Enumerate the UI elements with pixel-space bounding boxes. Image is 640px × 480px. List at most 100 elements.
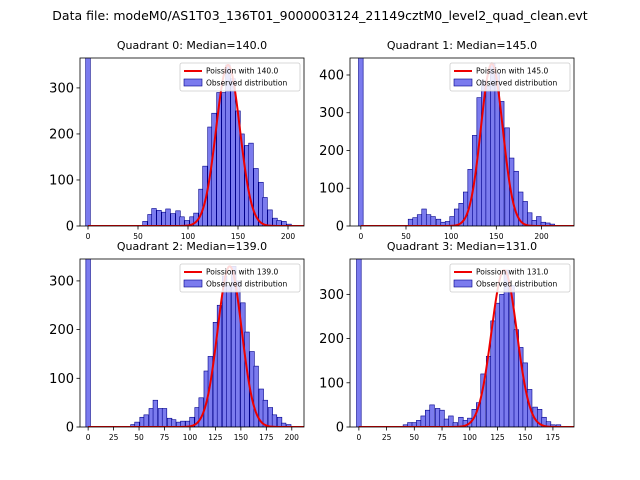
y-tick-label: 300 (49, 274, 74, 289)
x-tick-label: 175 (259, 433, 274, 442)
axes-frame (79, 57, 305, 227)
y-tick-label: 0 (66, 220, 74, 235)
x-tick-label: 150 (231, 232, 246, 241)
histogram-bar (420, 415, 426, 427)
legend-bars-label: Observed distribution (206, 280, 287, 289)
quadrant-3-title: Quadrant 3: Median=131.0 (387, 240, 537, 253)
histogram-bar (156, 210, 162, 226)
histogram-bar (425, 214, 432, 226)
legend: Poission with 131.0 Observed distribution (449, 263, 571, 293)
legend-curve-label: Poission with 140.0 (206, 67, 279, 76)
x-tick-label: 100 (463, 433, 478, 442)
histogram-bar (142, 221, 148, 226)
histogram-bar (262, 197, 268, 226)
histogram-bar (151, 208, 157, 226)
y-tick-label: 100 (319, 376, 344, 391)
y-tick-label: 200 (319, 144, 344, 159)
x-tick-label: 0 (358, 232, 363, 241)
histogram-bar (439, 409, 445, 427)
legend-curve-label: Poission with 139.0 (206, 268, 279, 277)
y-tick-label: 0 (336, 421, 344, 436)
x-tick-label: 150 (234, 433, 249, 442)
axes-frame (79, 258, 305, 428)
figure-title: Data file: modeM0/AS1T03_136T01_90000031… (52, 8, 587, 23)
histogram-bar (485, 86, 491, 226)
legend-curve-label: Poission with 131.0 (476, 268, 549, 277)
histogram-bar (494, 302, 501, 427)
histogram-bar (143, 414, 149, 427)
histogram-bar (452, 422, 458, 427)
poisson-curve (88, 63, 304, 226)
histogram-bar (499, 294, 505, 427)
legend-bars-swatch (183, 279, 203, 288)
x-tick-label: 75 (160, 433, 170, 442)
x-tick-label: 100 (181, 232, 196, 241)
y-tick-label: 300 (49, 81, 74, 96)
x-tick-label: 25 (109, 433, 119, 442)
y-tick-label: 300 (319, 106, 344, 121)
legend-box (449, 263, 571, 293)
histogram-bar (522, 201, 528, 226)
histogram-bar (184, 220, 190, 226)
histogram-bar (416, 214, 423, 226)
x-tick-label: 50 (410, 433, 420, 442)
quadrant-0-title: Quadrant 0: Median=140.0 (117, 39, 267, 52)
quadrant-2-title: Quadrant 2: Median=139.0 (117, 240, 267, 253)
quadrant-1-title: Quadrant 1: Median=145.0 (387, 39, 537, 52)
histogram-bar (271, 414, 278, 427)
histogram-bar (180, 420, 186, 427)
axes-frame (349, 57, 575, 227)
histogram-bar (171, 419, 177, 427)
x-tick-label: 200 (534, 232, 549, 241)
legend-box (179, 62, 301, 92)
histogram-bar (276, 220, 282, 226)
y-tick-label: 300 (319, 288, 344, 303)
x-tick-label: 50 (401, 232, 411, 241)
y-tick-label: 100 (319, 182, 344, 197)
histogram-bar (248, 142, 254, 226)
histogram-bar (85, 58, 91, 226)
legend-bars-swatch (453, 279, 473, 288)
x-tick-label: 150 (518, 433, 533, 442)
quadrant-1-plot-area (358, 58, 574, 226)
x-tick-label: 200 (281, 232, 296, 241)
y-tick-label: 200 (49, 323, 74, 338)
x-tick-label: 125 (490, 433, 505, 442)
quadrant-1-panel: Quadrant 1: Median=145.0 0 100 200 300 400 0 50… (319, 39, 575, 241)
poisson-curve (88, 265, 304, 427)
histogram-bar (435, 218, 442, 226)
y-tick-label: 200 (319, 332, 344, 347)
x-tick-label: 0 (356, 433, 361, 442)
quadrant-2-panel: Quadrant 2: Median=139.0 0 100 200 300 0 25 50 7… (49, 240, 305, 442)
histogram-bar (421, 208, 427, 226)
x-tick-label: 100 (444, 232, 459, 241)
x-tick-label: 100 (183, 433, 198, 442)
x-tick-label: 25 (382, 433, 392, 442)
x-tick-label: 150 (489, 232, 504, 241)
histogram-bar (448, 415, 454, 427)
quadrant-3-plot-area (356, 259, 574, 427)
legend-bars-label: Observed distribution (206, 79, 287, 88)
legend-box (449, 62, 571, 92)
histogram-bar (281, 221, 287, 226)
y-tick-label: 0 (66, 421, 74, 436)
y-tick-label: 0 (336, 220, 344, 235)
y-tick-label: 200 (49, 127, 74, 142)
x-tick-label: 0 (86, 232, 91, 241)
y-tick-label: 100 (49, 372, 74, 387)
histogram-bar (434, 408, 441, 427)
quadrant-0-plot-area (85, 58, 304, 226)
legend-bars-label: Observed distribution (476, 79, 557, 88)
legend: Poission with 139.0 Observed distribution (179, 263, 301, 293)
histogram-bar (253, 168, 259, 226)
histogram-bar (152, 399, 158, 427)
x-tick-label: 200 (285, 433, 300, 442)
legend-bars-label: Observed distribution (476, 280, 557, 289)
histogram-bar (358, 58, 364, 226)
histogram-bar (226, 285, 232, 427)
poisson-curve (358, 269, 574, 427)
legend-bars-swatch (453, 78, 473, 87)
histogram-bar (527, 212, 533, 226)
histogram-bar (170, 213, 176, 226)
